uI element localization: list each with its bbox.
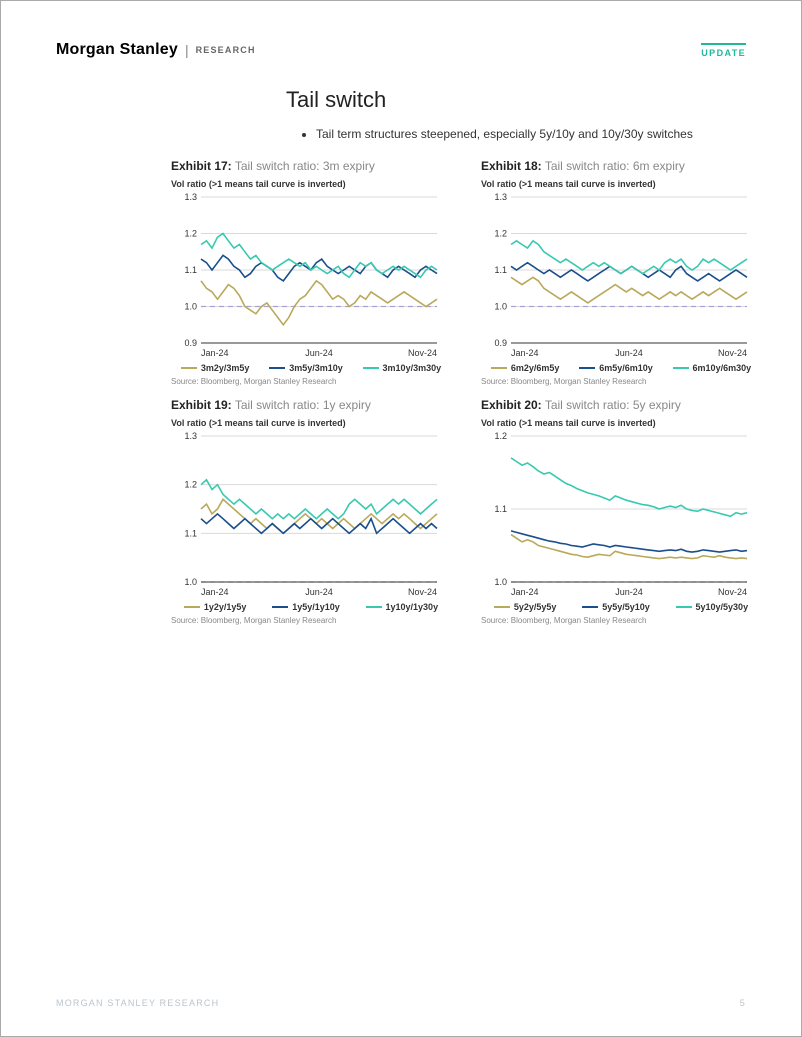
chart-source: Source: Bloomberg, Morgan Stanley Resear… [481,377,761,386]
legend-item: 1y10y/1y30y [366,602,439,612]
brand-name: Morgan Stanley [56,41,178,59]
chart-source: Source: Bloomberg, Morgan Stanley Resear… [481,616,761,625]
update-badge: UPDATE [701,43,746,58]
svg-text:Jun-24: Jun-24 [305,587,333,597]
legend-item: 1y5y/1y10y [272,602,340,612]
legend-item: 3m10y/3m30y [363,363,442,373]
chart-subtitle: Vol ratio (>1 means tail curve is invert… [481,179,761,189]
chart-source: Source: Bloomberg, Morgan Stanley Resear… [171,616,451,625]
svg-text:1.1: 1.1 [184,265,197,275]
svg-text:Nov-24: Nov-24 [718,348,747,358]
chart-subtitle: Vol ratio (>1 means tail curve is invert… [481,418,761,428]
footer-page: 5 [740,998,746,1008]
page-footer: MORGAN STANLEY RESEARCH 5 [56,998,746,1008]
exhibit: Exhibit 18: Tail switch ratio: 6m expiry… [481,159,761,386]
chart-legend: 1y2y/1y5y 1y5y/1y10y 1y10y/1y30y [171,602,451,612]
exhibit-title: Exhibit 19: Tail switch ratio: 1y expiry [171,398,451,412]
svg-text:Jan-24: Jan-24 [511,348,539,358]
chart-svg: 1.0 1.1 1.2 Jan-24 Jun-24 Nov-24 [481,430,751,600]
chart-svg: 0.9 1.0 1.1 1.2 1.3 Jan-24 Jun-24 Nov-24 [171,191,441,361]
svg-text:1.0: 1.0 [184,302,197,312]
brand-sub: RESEARCH [196,45,256,55]
chart-legend: 5y2y/5y5y 5y5y/5y10y 5y10y/5y30y [481,602,761,612]
svg-text:Jun-24: Jun-24 [305,348,333,358]
chart-svg: 0.9 1.0 1.1 1.2 1.3 Jan-24 Jun-24 Nov-24 [481,191,751,361]
bullet-list: Tail term structures steepened, especial… [56,127,746,141]
svg-text:0.9: 0.9 [184,338,197,348]
legend-item: 6m2y/6m5y [491,363,560,373]
svg-text:1.2: 1.2 [184,229,197,239]
svg-text:1.3: 1.3 [184,192,197,202]
bullet-item: Tail term structures steepened, especial… [316,127,746,141]
svg-text:1.2: 1.2 [494,229,507,239]
svg-text:1.3: 1.3 [494,192,507,202]
svg-text:1.2: 1.2 [494,431,507,441]
chart-legend: 3m2y/3m5y 3m5y/3m10y 3m10y/3m30y [171,363,451,373]
exhibit-title: Exhibit 20: Tail switch ratio: 5y expiry [481,398,761,412]
svg-text:1.1: 1.1 [184,528,197,538]
page-title: Tail switch [56,87,746,113]
page-header: Morgan Stanley | RESEARCH UPDATE [56,41,746,59]
svg-text:Nov-24: Nov-24 [408,587,437,597]
svg-text:Jun-24: Jun-24 [615,348,643,358]
svg-text:1.0: 1.0 [494,302,507,312]
brand-separator: | [185,42,189,58]
chart-source: Source: Bloomberg, Morgan Stanley Resear… [171,377,451,386]
legend-item: 3m2y/3m5y [181,363,250,373]
legend-item: 5y5y/5y10y [582,602,650,612]
svg-text:1.0: 1.0 [494,577,507,587]
svg-text:0.9: 0.9 [494,338,507,348]
svg-text:Jan-24: Jan-24 [201,587,229,597]
legend-item: 3m5y/3m10y [269,363,343,373]
footer-left: MORGAN STANLEY RESEARCH [56,998,219,1008]
svg-text:1.2: 1.2 [184,480,197,490]
legend-item: 5y2y/5y5y [494,602,557,612]
svg-text:1.3: 1.3 [184,431,197,441]
legend-item: 5y10y/5y30y [676,602,749,612]
chart-subtitle: Vol ratio (>1 means tail curve is invert… [171,179,451,189]
chart-grid: Exhibit 17: Tail switch ratio: 3m expiry… [56,159,746,625]
svg-text:1.0: 1.0 [184,577,197,587]
exhibit: Exhibit 19: Tail switch ratio: 1y expiry… [171,398,451,625]
chart-subtitle: Vol ratio (>1 means tail curve is invert… [171,418,451,428]
svg-text:Jun-24: Jun-24 [615,587,643,597]
legend-item: 6m10y/6m30y [673,363,752,373]
svg-text:Nov-24: Nov-24 [718,587,747,597]
exhibit-title: Exhibit 17: Tail switch ratio: 3m expiry [171,159,451,173]
chart-svg: 1.0 1.1 1.2 1.3 Jan-24 Jun-24 Nov-24 [171,430,441,600]
exhibit-title: Exhibit 18: Tail switch ratio: 6m expiry [481,159,761,173]
svg-text:Nov-24: Nov-24 [408,348,437,358]
chart-legend: 6m2y/6m5y 6m5y/6m10y 6m10y/6m30y [481,363,761,373]
legend-item: 1y2y/1y5y [184,602,247,612]
legend-item: 6m5y/6m10y [579,363,653,373]
svg-text:Jan-24: Jan-24 [201,348,229,358]
svg-text:Jan-24: Jan-24 [511,587,539,597]
brand-block: Morgan Stanley | RESEARCH [56,41,256,59]
svg-text:1.1: 1.1 [494,504,507,514]
exhibit: Exhibit 17: Tail switch ratio: 3m expiry… [171,159,451,386]
svg-text:1.1: 1.1 [494,265,507,275]
exhibit: Exhibit 20: Tail switch ratio: 5y expiry… [481,398,761,625]
